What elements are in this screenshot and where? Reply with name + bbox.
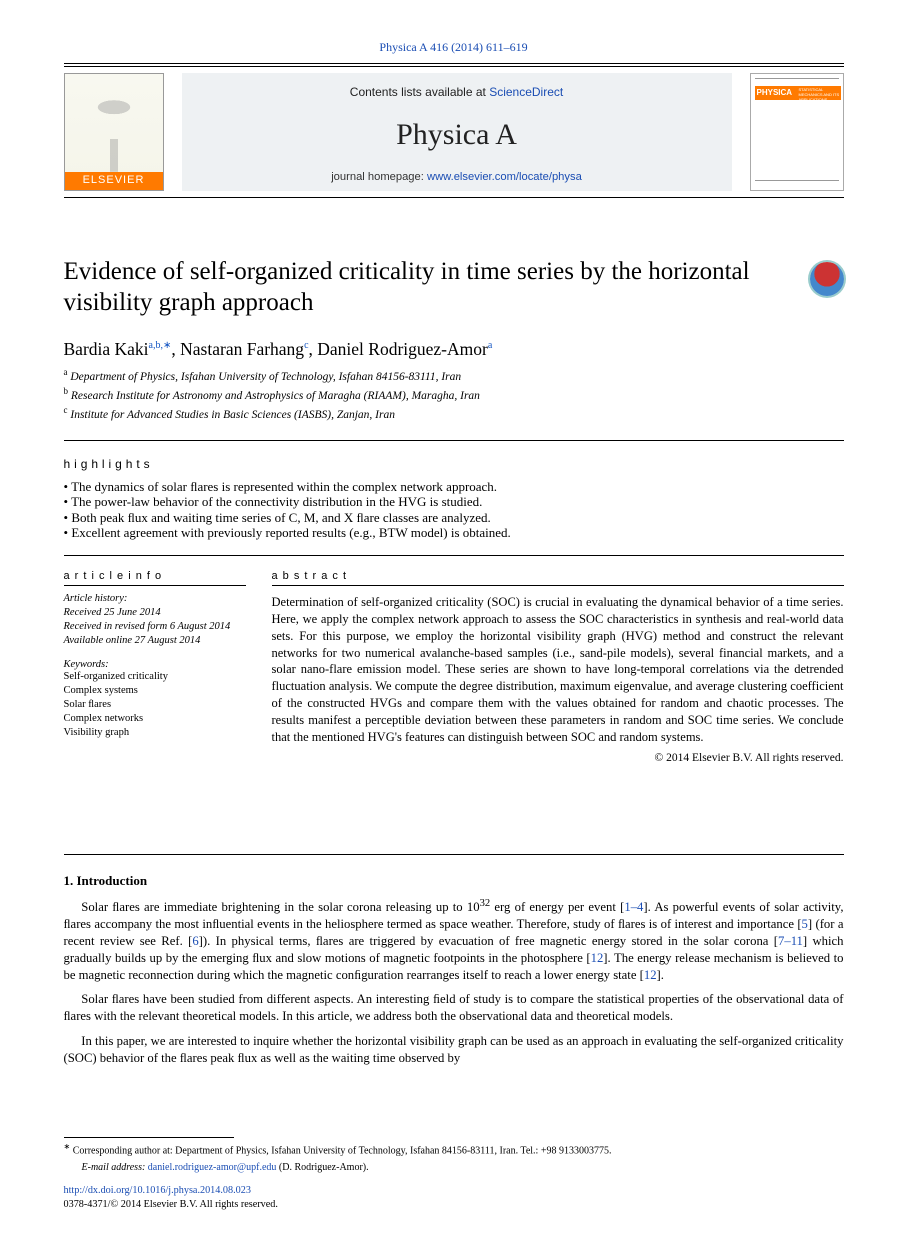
author-1-corr[interactable]: ∗ xyxy=(163,340,171,351)
authors: Bardia Kakia,b,∗, Nastaran Farhangc, Dan… xyxy=(64,339,844,360)
highlight-item: Both peak ﬂux and waiting time series of… xyxy=(64,510,844,526)
corresponding-author-note: ∗ Corresponding author at: Department of… xyxy=(64,1142,844,1157)
publication-strip: http://dx.doi.org/10.1016/j.physa.2014.0… xyxy=(64,1184,844,1211)
crossmark-icon[interactable] xyxy=(810,262,844,296)
article-history: Article history: Received 25 June 2014 R… xyxy=(64,592,246,649)
affil-b: Research Institute for Astronomy and Ast… xyxy=(71,390,480,402)
doi-link[interactable]: http://dx.doi.org/10.1016/j.physa.2014.0… xyxy=(64,1185,251,1196)
abstract-text: Determination of self-organized critical… xyxy=(272,594,844,746)
highlight-item: The power-law behavior of the connectivi… xyxy=(64,494,844,510)
intro-exponent: 32 xyxy=(480,898,491,909)
email-link[interactable]: daniel.rodriguez-amor@upf.edu xyxy=(148,1162,277,1173)
article-info-rule xyxy=(64,585,246,586)
keywords: Self-organized criticality Complex syste… xyxy=(64,670,246,741)
author-3-affil[interactable]: a xyxy=(488,340,492,351)
abstract-copyright: © 2014 Elsevier B.V. All rights reserved… xyxy=(272,752,844,764)
highlights-label: h i g h l i g h t s xyxy=(64,457,844,471)
author-2-affil[interactable]: c xyxy=(304,340,308,351)
email-name: (D. Rodriguez-Amor). xyxy=(276,1162,368,1173)
contents-prefix: Contents lists available at xyxy=(350,85,489,99)
elsevier-logo[interactable]: ELSEVIER xyxy=(64,73,164,191)
journal-homepage: journal homepage: www.elsevier.com/locat… xyxy=(331,171,582,183)
ref-link[interactable]: 12 xyxy=(644,968,657,982)
keywords-label: Keywords: xyxy=(64,659,246,670)
intro-text-frag: Solar ﬂares are immediate brightening in… xyxy=(81,900,479,914)
author-1-affil[interactable]: a,b, xyxy=(149,340,163,351)
abstract-head: a b s t r a c t xyxy=(272,570,844,582)
intro-text-frag: erg of energy per event [ xyxy=(490,900,624,914)
author-3: Daniel Rodriguez-Amor xyxy=(317,339,488,359)
affiliations: a Department of Physics, Isfahan Univers… xyxy=(64,366,844,424)
intro-paragraph-3: In this paper, we are interested to inqu… xyxy=(64,1033,844,1067)
highlight-item: The dynamics of solar ﬂares is represent… xyxy=(64,479,844,495)
journal-cover-thumb[interactable]: PHYSICA STATISTICAL MECHANICS AND ITS AP… xyxy=(750,73,844,191)
rule-top-2 xyxy=(64,66,844,67)
article-info-head: a r t i c l e i n f o xyxy=(64,570,246,582)
abstract-rule xyxy=(272,585,844,586)
intro-heading: 1. Introduction xyxy=(64,873,844,889)
footnote-rule xyxy=(64,1137,234,1138)
article-info-column: a r t i c l e i n f o Article history: R… xyxy=(64,570,246,764)
elsevier-tree-icon xyxy=(74,90,154,172)
highlights-list: The dynamics of solar ﬂares is represent… xyxy=(64,479,844,541)
ref-link[interactable]: 7–11 xyxy=(778,934,803,948)
corr-text: Corresponding author at: Department of P… xyxy=(73,1145,612,1156)
intro-paragraph-2: Solar ﬂares have been studied from diffe… xyxy=(64,991,844,1025)
rule-top-1 xyxy=(64,63,844,64)
sciencedirect-link[interactable]: ScienceDirect xyxy=(489,85,563,99)
article-title: Evidence of self-organized criticality i… xyxy=(64,256,802,319)
cover-title: PHYSICA xyxy=(757,88,793,97)
highlight-item: Excellent agreement with previously repo… xyxy=(64,525,844,541)
ref-link[interactable]: 12 xyxy=(591,951,604,965)
running-head: Physica A 416 (2014) 611–619 xyxy=(64,40,844,55)
elsevier-text: ELSEVIER xyxy=(65,172,163,188)
intro-paragraph-1: Solar ﬂares are immediate brightening in… xyxy=(64,897,844,984)
rule-under-mast xyxy=(64,197,844,198)
ref-link[interactable]: 1–4 xyxy=(624,900,643,914)
affil-c: Institute for Advanced Studies in Basic … xyxy=(70,409,395,421)
masthead: ELSEVIER Contents lists available at Sci… xyxy=(64,73,844,191)
rule-above-highlights xyxy=(64,440,844,441)
cover-subtitle: STATISTICAL MECHANICS AND ITS APPLICATIO… xyxy=(799,87,843,102)
journal-name: Physica A xyxy=(396,118,517,152)
abstract-column: a b s t r a c t Determination of self-or… xyxy=(272,570,844,764)
author-2: Nastaran Farhang xyxy=(180,339,304,359)
contents-available: Contents lists available at ScienceDirec… xyxy=(350,85,563,99)
email-label: E-mail address: xyxy=(82,1162,146,1173)
rule-below-highlights xyxy=(64,555,844,556)
author-1: Bardia Kaki xyxy=(64,339,149,359)
affil-a: Department of Physics, Isfahan Universit… xyxy=(70,370,461,382)
rule-above-intro xyxy=(64,854,844,855)
homepage-link[interactable]: www.elsevier.com/locate/physa xyxy=(427,171,582,183)
intro-text-frag: ]). In physical terms, ﬂares are trigger… xyxy=(199,934,778,948)
homepage-prefix: journal homepage: xyxy=(331,171,427,183)
intro-text-frag: ]. xyxy=(657,968,664,982)
email-note: E-mail address: daniel.rodriguez-amor@up… xyxy=(64,1161,844,1174)
masthead-center: Contents lists available at ScienceDirec… xyxy=(182,73,732,191)
issn-copyright: 0378-4371/© 2014 Elsevier B.V. All right… xyxy=(64,1199,278,1210)
